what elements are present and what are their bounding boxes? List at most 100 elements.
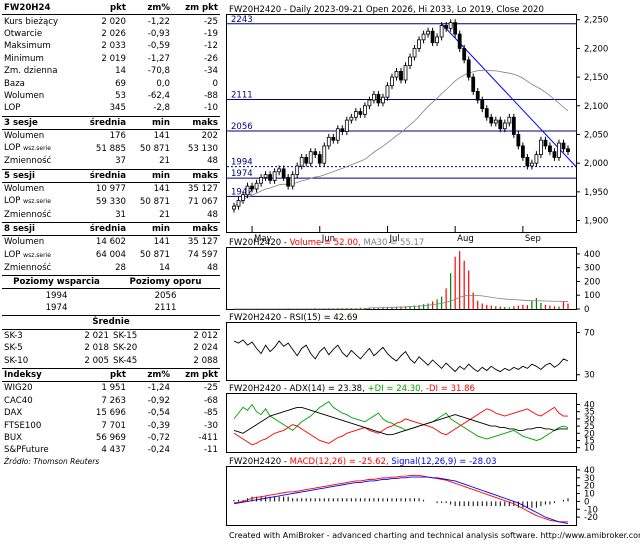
- index-row: BUX 56 969 -0,72 -411: [2, 432, 220, 444]
- candle-body: [245, 185, 250, 196]
- candle-body: [516, 134, 521, 147]
- macd-title-signal: Signal(12,26,9) = -28.03: [391, 457, 496, 467]
- candle-body: [385, 85, 390, 98]
- candle-body: [272, 171, 277, 181]
- quote-pct: 0,0: [156, 78, 170, 89]
- candle-body: [394, 70, 399, 78]
- macd-tick-label: 20: [584, 482, 595, 492]
- row-sublabel: wsz.serie: [23, 251, 51, 259]
- sessions-min-label: min: [128, 168, 172, 184]
- sessions-row: LOP wsz.serie 64 004 50 871 74 597: [2, 249, 220, 262]
- quote-name: Baza: [4, 78, 25, 89]
- adx-tick-label: 35: [584, 408, 595, 418]
- candle-body: [520, 145, 525, 158]
- index-name: FTSE100: [4, 420, 42, 431]
- volume-tick-label: 400: [584, 250, 600, 260]
- macd-tick-label: -10: [584, 505, 598, 515]
- month-label: May: [254, 234, 272, 244]
- index-row: DAX 15 696 -0,54 -85: [2, 407, 220, 419]
- sessions-max: 202: [201, 131, 218, 142]
- row-label: Wolumen: [4, 237, 45, 248]
- price-tick-label: 1,950: [584, 188, 608, 198]
- quote-row: Maksimum 2 033 -0,59 -12: [2, 40, 220, 52]
- sessions-max: 48: [207, 209, 218, 220]
- averages-title: Średnie: [2, 315, 220, 330]
- sessions-min-label: min: [128, 115, 172, 130]
- average-row: SK-10 2 005 SK-45 2 088: [2, 354, 220, 366]
- candle-body: [236, 200, 241, 207]
- quote-row: Wolumen 53 -62,4 -88: [2, 90, 220, 102]
- index-pkt: 15 696: [95, 408, 126, 419]
- candle-body: [480, 99, 485, 110]
- quote-pct: -62,4: [147, 90, 170, 101]
- sessions-avg-label: średnia: [80, 221, 128, 237]
- index-name: WIG20: [4, 383, 33, 394]
- candle-body: [484, 108, 489, 118]
- mdi-line: [233, 406, 568, 446]
- quote-header-pkt: pkt: [80, 2, 128, 16]
- index-chg: -85: [203, 408, 218, 419]
- volume-tick-label: 300: [584, 264, 600, 274]
- price-panel: [226, 14, 577, 233]
- sessions-title: 8 sesji: [2, 221, 80, 237]
- charts-area: FW20H2420 - Daily 2023-09-21 Open 2026, …: [226, 0, 640, 548]
- macd-tick-label: 0: [584, 497, 589, 507]
- volume-title-ma: MA30 = 55.17: [364, 238, 425, 248]
- quote-pkt: 345: [109, 103, 126, 114]
- candle-body: [399, 70, 403, 81]
- candle-body: [511, 116, 516, 135]
- levels-row: 1994 2056: [2, 289, 220, 302]
- pdi-line: [233, 401, 569, 441]
- sessions-max: 48: [207, 262, 218, 273]
- candle-body: [408, 56, 412, 67]
- index-name: S&PFuture: [4, 445, 49, 456]
- sessions-row: LOP wsz.serie 51 885 50 871 53 130: [2, 142, 220, 155]
- data-panel: FW20H24 pkt zm% zm pkt Kurs bieżący 2 020…: [2, 2, 220, 467]
- quote-row: Baza 69 0,0 0: [2, 77, 220, 89]
- price-tick-label: 2,250: [584, 16, 608, 26]
- sessions-row: Zmienność 31 21 48: [2, 208, 220, 220]
- adx-title-mdi: -DI = 31.86: [426, 384, 475, 394]
- candle-body: [372, 93, 376, 101]
- sessions-max: 35 127: [187, 237, 218, 248]
- support-level: 1974: [45, 303, 68, 313]
- sessions-avg: 37: [115, 156, 126, 167]
- price-tick-label: 2,050: [584, 130, 608, 140]
- resistance-level: 2056: [154, 290, 177, 301]
- adx-tick-label: 30: [584, 415, 595, 425]
- sessions-avg-label: średnia: [80, 168, 128, 184]
- sessions-min: 21: [159, 209, 170, 220]
- candle-body: [448, 22, 453, 29]
- candle-body: [250, 185, 254, 190]
- sessions-row-label: Zmienność: [2, 155, 80, 167]
- average-name: SK-3: [4, 330, 23, 341]
- sessions-row-label: Wolumen: [2, 129, 80, 142]
- index-chg: -25: [203, 383, 218, 394]
- sessions-header: 3 sesje średnia min maks: [2, 115, 220, 130]
- candle-body: [290, 174, 295, 187]
- adx-line: [233, 406, 568, 436]
- candle-body: [534, 154, 539, 164]
- sessions-min: 141: [153, 184, 170, 195]
- average-name: SK-10: [4, 355, 29, 366]
- macd-title-prefix: FW20H2420 -: [229, 457, 290, 467]
- price-tick-label: 2,000: [584, 159, 608, 169]
- resistance-level: 2111: [154, 303, 177, 313]
- macd-tick-label: 10: [584, 490, 595, 500]
- volume-panel: [226, 247, 577, 310]
- sessions-title: 3 sesje: [2, 115, 80, 130]
- quote-pkt: 2 019: [101, 53, 126, 64]
- candle-body: [493, 119, 498, 124]
- candle-body: [403, 65, 408, 81]
- quote-name: Kurs bieżący: [4, 16, 59, 27]
- adx-tick-label: 10: [584, 444, 595, 454]
- row-label: Zmienność: [4, 209, 52, 220]
- indices-table: Indeksy pkt zm% zm pkt WIG20 1 951 -1,24 -2…: [2, 367, 220, 457]
- candle-body: [498, 119, 503, 130]
- macd-tick-label: 40: [584, 466, 595, 476]
- price-level-label: 1974: [231, 169, 253, 179]
- candle-body: [299, 157, 304, 167]
- candle-body: [295, 165, 300, 176]
- volume-title-prefix: FW20H2420 -: [229, 238, 290, 248]
- sessions-max: 53 130: [187, 143, 218, 154]
